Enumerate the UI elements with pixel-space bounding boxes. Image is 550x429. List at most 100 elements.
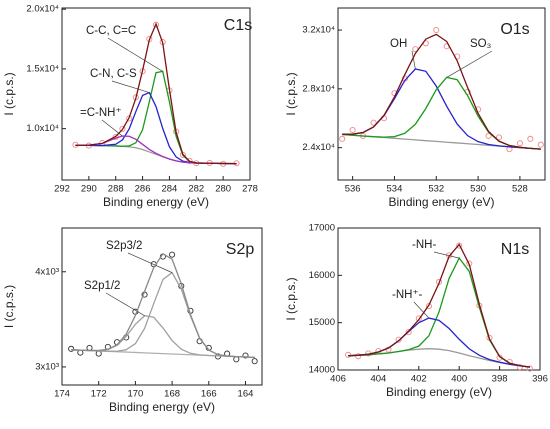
plot-frame <box>337 7 546 181</box>
plot-frame <box>61 7 251 181</box>
component-curve <box>75 135 237 165</box>
peak-label: C-N, C-S <box>90 68 137 80</box>
y-axis-label: I (c.p.s.) <box>2 285 16 328</box>
x-tick-label: 400 <box>451 374 467 385</box>
peak-label: -NH⁺- <box>392 289 423 301</box>
data-point <box>456 242 463 249</box>
x-tick-label: 292 <box>54 184 70 195</box>
x-tick-label: 530 <box>470 184 486 195</box>
data-point <box>516 364 523 371</box>
panel: 292 290 288 286 284 282 280 278 1.0x10⁴ 1.5x10⁴ 2.… <box>2 4 258 209</box>
x-tick-label: 172 <box>91 389 107 400</box>
data-point <box>433 27 440 34</box>
data-point <box>526 365 533 372</box>
y-tick-label: 17000 <box>309 223 335 234</box>
x-tick-label: 534 <box>387 184 403 195</box>
panel-title: S2p <box>226 241 255 258</box>
data-point <box>345 351 352 358</box>
panel-title: C1s <box>224 17 252 34</box>
x-axis-label: Binding energy (eV) <box>388 195 494 209</box>
data-point <box>339 135 346 142</box>
data-point <box>415 315 422 322</box>
x-tick-label: 174 <box>54 389 70 400</box>
peak-label: -NH- <box>412 239 436 251</box>
panel-title: N1s <box>501 241 529 258</box>
data-point <box>395 336 402 343</box>
data-point <box>527 135 534 142</box>
data-point <box>152 21 160 28</box>
peak-label: S2p1/2 <box>84 280 120 292</box>
x-tick-label: 288 <box>108 184 124 195</box>
component-curve <box>348 317 530 368</box>
y-tick-label: 1.0x10⁴ <box>26 123 59 134</box>
annotation-arrow <box>107 37 163 72</box>
y-tick-label: 3.2x10⁴ <box>302 25 335 36</box>
x-tick-label: 286 <box>135 184 151 195</box>
x-tick-label: 290 <box>81 184 97 195</box>
panel: 174 172 170 168 166 164 3x10³ 4x10³ Binding ener… <box>2 227 263 414</box>
panel-title: O1s <box>500 21 529 38</box>
peak-label: =C-NH⁺ <box>80 107 122 119</box>
x-tick-label: 536 <box>345 184 361 195</box>
x-tick-label: 280 <box>215 184 231 195</box>
plot-frame <box>337 227 541 371</box>
x-axis-label: Binding energy (eV) <box>109 400 215 414</box>
x-tick-label: 528 <box>512 184 528 195</box>
annotation-arrow <box>105 292 145 317</box>
y-axis-label: I (c.p.s.) <box>284 72 298 115</box>
y-tick-label: 16000 <box>309 270 335 281</box>
data-point <box>251 358 258 365</box>
x-tick-label: 170 <box>127 389 143 400</box>
x-tick-label: 284 <box>161 184 177 195</box>
x-tick-label: 402 <box>411 374 427 385</box>
data-point <box>495 134 503 141</box>
annotation-arrow <box>413 301 430 319</box>
data-point <box>169 251 176 258</box>
peak-label: S2p3/2 <box>106 240 142 252</box>
x-tick-label: 532 <box>428 184 444 195</box>
fit-curve <box>75 22 237 165</box>
annotation-arrow <box>127 252 173 273</box>
data-point <box>233 356 240 363</box>
data-point <box>349 126 356 134</box>
data-point <box>537 141 544 148</box>
fit-curve <box>348 243 530 368</box>
x-axis-label: Binding energy (eV) <box>103 195 209 209</box>
y-axis-label: I (c.p.s.) <box>2 72 16 115</box>
peak-label: C-C, C=C <box>86 25 136 37</box>
peak-label: OH <box>390 38 407 50</box>
panel: 536 534 532 530 528 2.4x10⁴ 2.8x10⁴ 3.2x10⁴ Bind… <box>284 7 546 209</box>
y-tick-label: 2.8x10⁴ <box>302 83 335 94</box>
data-point <box>425 303 432 310</box>
data-point <box>370 119 377 126</box>
x-tick-label: 398 <box>492 374 508 385</box>
annotation-arrow <box>446 50 493 78</box>
fit-curve <box>71 252 255 359</box>
y-tick-label: 15000 <box>309 317 335 328</box>
panel: 406 404 402 400 398 396 14000 15000 16000 17000 Bi… <box>284 223 548 400</box>
data-point <box>516 140 523 147</box>
data-point <box>95 350 102 357</box>
data-point <box>355 353 362 360</box>
annotation-arrow <box>101 119 123 137</box>
peak-label: SO₃ <box>470 38 492 50</box>
y-tick-label: 3x10³ <box>35 361 59 372</box>
data-point <box>485 132 492 139</box>
y-tick-label: 1.5x10⁴ <box>26 63 59 74</box>
data-point <box>86 344 93 351</box>
x-tick-label: 164 <box>238 389 254 400</box>
y-tick-label: 2.0x10⁴ <box>26 4 59 15</box>
x-axis-label: Binding energy (eV) <box>386 385 492 399</box>
y-tick-label: 14000 <box>309 365 335 376</box>
annotation-arrow <box>411 50 416 70</box>
y-axis-label: I (c.p.s.) <box>284 277 298 320</box>
x-tick-label: 166 <box>201 389 217 400</box>
x-tick-label: 404 <box>370 374 386 385</box>
annotation-arrow <box>433 251 460 259</box>
data-point <box>68 345 75 352</box>
fit-curve <box>75 144 237 165</box>
x-tick-label: 396 <box>532 374 548 385</box>
data-point <box>119 125 126 132</box>
